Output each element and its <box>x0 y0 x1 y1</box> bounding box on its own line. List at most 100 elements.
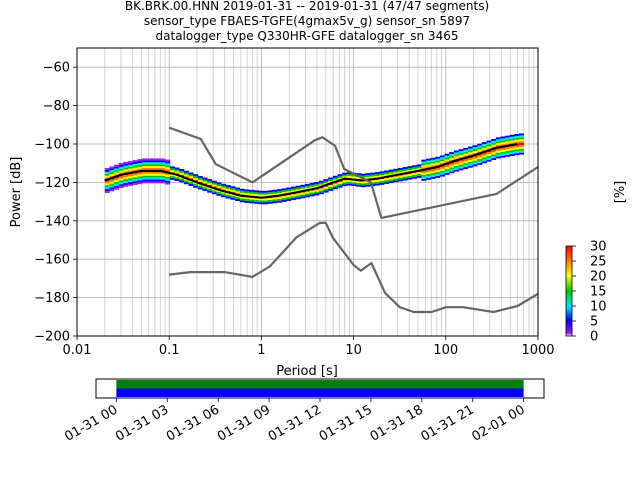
heatmap-cell <box>290 194 296 197</box>
heatmap-cell <box>411 176 417 179</box>
heatmap-cell <box>276 196 282 199</box>
heatmap-cell <box>216 182 222 185</box>
heatmap-cell <box>351 184 357 187</box>
coverage-tick-label: 01-31 12 <box>266 402 324 444</box>
heatmap-cell <box>318 180 324 183</box>
heatmap-cell <box>225 194 231 197</box>
heatmap-cell <box>314 189 320 192</box>
coverage-bar <box>116 380 524 389</box>
heatmap-cell <box>304 183 310 186</box>
heatmap-cell <box>239 198 245 201</box>
heatmap-cell <box>342 172 348 175</box>
heatmap-cell <box>253 201 259 204</box>
heatmap-cell <box>467 152 473 155</box>
heatmap-cell <box>430 165 436 168</box>
y-axis-label: Power [dB] <box>9 157 24 228</box>
heatmap-cell <box>328 187 334 189</box>
heatmap-cell <box>207 181 213 184</box>
heatmap-cell <box>193 174 199 177</box>
heatmap-cell <box>374 175 380 178</box>
heatmap-cell <box>500 136 506 139</box>
heatmap-cell <box>365 177 371 179</box>
heatmap-cell <box>235 187 241 190</box>
heatmap-cell <box>151 164 157 167</box>
heatmap-cell <box>444 172 450 175</box>
heatmap-cell <box>500 149 506 152</box>
heatmap-cell <box>449 165 455 168</box>
heatmap-cell <box>370 172 376 175</box>
heatmap-cell <box>235 195 241 198</box>
heatmap-cell <box>155 171 161 174</box>
heatmap-cell <box>472 145 478 148</box>
heatmap-cell <box>123 163 129 166</box>
heatmap-cell <box>402 178 408 181</box>
colorbar-gradient <box>565 245 573 337</box>
heatmap-cell <box>463 155 469 158</box>
heatmap-cell <box>109 174 115 176</box>
heatmap-cell <box>332 187 338 190</box>
y-tick-label: −160 <box>34 253 70 268</box>
colorbar-tick-label: 20 <box>590 270 607 285</box>
heatmap-cell <box>453 154 459 157</box>
heatmap-cell <box>416 168 422 171</box>
heatmap-cell <box>128 180 133 183</box>
heatmap-cell <box>458 166 464 169</box>
heatmap-cell <box>449 154 455 156</box>
x-axis: 0.01 0.1 1 10 100 1000 <box>63 336 555 358</box>
x-axis-label: Period [s] <box>276 364 338 379</box>
heatmap-cell <box>514 153 520 156</box>
heatmap-cell <box>421 175 427 177</box>
heatmap-cell <box>151 166 157 168</box>
x-tick-label: 1000 <box>521 343 554 358</box>
heatmap-cell <box>104 185 110 188</box>
heatmap-cell <box>267 190 273 193</box>
heatmap-cell <box>467 154 473 157</box>
colorbar-tick-label: 5 <box>590 315 598 330</box>
heatmap-cell <box>416 164 422 167</box>
heatmap-cell <box>514 133 520 136</box>
heatmap-cell <box>453 162 459 164</box>
heatmap-cell <box>435 164 441 167</box>
heatmap-cell <box>276 200 282 203</box>
heatmap-cell <box>151 179 157 182</box>
heatmap-cell <box>374 172 380 175</box>
heatmap-cell <box>444 171 450 173</box>
heatmap-cell <box>435 172 441 175</box>
heatmap-cell <box>109 185 115 188</box>
heatmap-cell <box>197 187 203 190</box>
heatmap-cell <box>425 172 431 175</box>
heatmap-cell <box>128 182 133 184</box>
heatmap-cell <box>123 184 129 187</box>
heatmap-cell <box>505 135 511 138</box>
heatmap-cell <box>425 177 431 180</box>
heatmap-cell <box>235 191 241 194</box>
heatmap-cell <box>398 169 403 172</box>
heatmap-cell <box>253 197 259 200</box>
heatmap-cell <box>104 169 110 172</box>
heatmap-cell <box>495 148 501 151</box>
heatmap-cell <box>439 161 445 164</box>
heatmap-cell <box>286 197 292 200</box>
heatmap-cell <box>183 174 189 177</box>
heatmap-cell <box>123 179 129 181</box>
heatmap-cell <box>104 187 110 190</box>
heatmap-cell <box>244 189 250 192</box>
heatmap-cell <box>481 159 487 162</box>
heatmap-cell <box>123 177 129 180</box>
heatmap-cell <box>477 145 483 148</box>
heatmap-cell <box>193 183 199 186</box>
heatmap-cell <box>155 166 161 168</box>
heatmap-cell <box>421 176 427 179</box>
heatmap-cell <box>109 183 115 186</box>
heatmap-cell <box>141 171 147 174</box>
heatmap-cell <box>472 149 478 152</box>
heatmap-cell <box>509 142 515 145</box>
heatmap-cell <box>370 180 376 183</box>
heatmap-cell <box>114 164 120 167</box>
heatmap-cell <box>398 179 403 182</box>
heatmap-cell <box>328 177 334 180</box>
heatmap-cell <box>128 166 133 169</box>
heatmap-cell <box>505 141 511 144</box>
heatmap-cell <box>519 143 525 145</box>
